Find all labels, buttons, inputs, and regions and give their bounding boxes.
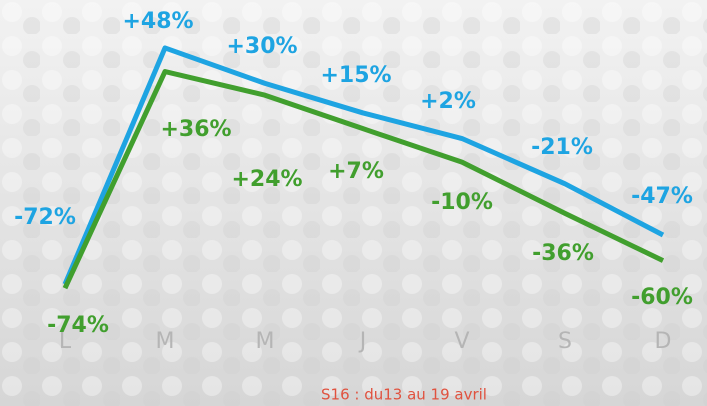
x-tick-label: S bbox=[558, 329, 572, 354]
x-tick-label: J bbox=[358, 329, 367, 354]
data-label: +30% bbox=[226, 34, 297, 59]
x-tick-label: V bbox=[454, 329, 469, 354]
x-tick-label: M bbox=[256, 329, 275, 354]
data-label: -10% bbox=[431, 190, 493, 215]
data-label: -60% bbox=[631, 285, 693, 310]
chart: S16 : du13 au 19 avril LMMJVSD-72%+48%+3… bbox=[0, 0, 707, 406]
data-label: +7% bbox=[328, 159, 384, 184]
data-label: +48% bbox=[122, 9, 193, 34]
caption: S16 : du13 au 19 avril bbox=[321, 386, 487, 404]
data-label: +2% bbox=[420, 89, 476, 114]
data-label: -72% bbox=[14, 205, 76, 230]
data-label: +15% bbox=[320, 63, 391, 88]
data-label: -47% bbox=[631, 184, 693, 209]
data-label: +36% bbox=[160, 117, 231, 142]
data-label: +24% bbox=[231, 167, 302, 192]
data-label: -21% bbox=[531, 135, 593, 160]
data-label: -74% bbox=[47, 313, 109, 338]
data-label: -36% bbox=[532, 241, 594, 266]
x-tick-label: M bbox=[156, 329, 175, 354]
x-tick-label: D bbox=[655, 329, 672, 354]
